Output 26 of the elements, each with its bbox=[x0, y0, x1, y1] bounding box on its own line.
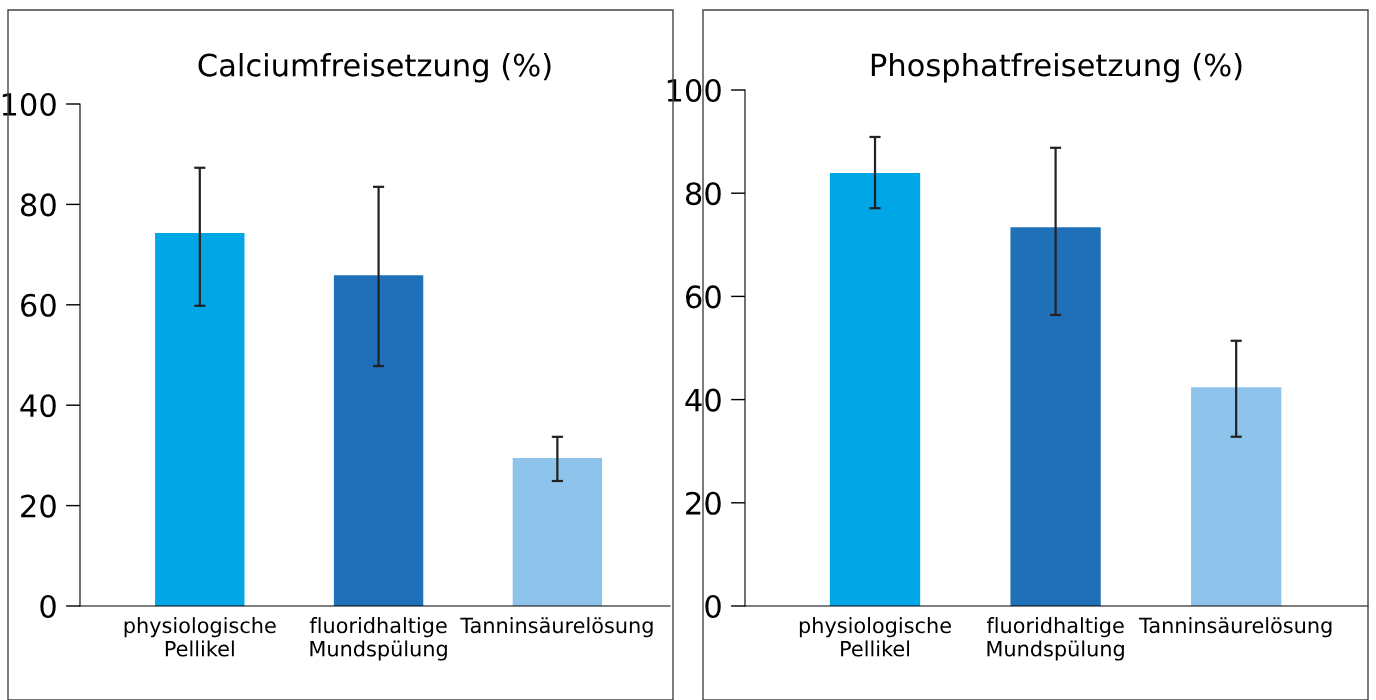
y-tick-label: 20 bbox=[686, 491, 721, 515]
y-tick-label: 60 bbox=[21, 293, 56, 317]
y-tick-label: 40 bbox=[685, 388, 721, 412]
bar bbox=[155, 233, 245, 606]
x-tick-label: physiologische Pellikel bbox=[799, 617, 951, 657]
y-tick-label: 80 bbox=[20, 193, 56, 217]
y-tick-label: 0 bbox=[705, 594, 721, 619]
bar bbox=[1010, 227, 1101, 606]
chart-title: Calciumfreisetzung (%) bbox=[198, 53, 551, 83]
x-tick-label: Tanninsäurelösung bbox=[460, 617, 653, 638]
x-tick-label: fluoridhaltige Mundspülung bbox=[309, 617, 447, 661]
y-tick-label: 80 bbox=[685, 182, 721, 206]
x-tick-label: physiologische Pellikel bbox=[124, 617, 276, 657]
y-tick-label: 60 bbox=[686, 285, 721, 309]
bar bbox=[333, 275, 424, 606]
x-tick-label: Tanninsäurelösung bbox=[1139, 617, 1332, 638]
bar bbox=[1191, 387, 1282, 606]
y-tick-label: 100 bbox=[2, 92, 56, 117]
y-tick-label: 100 bbox=[667, 78, 721, 103]
y-tick-label: 20 bbox=[21, 494, 56, 518]
bar bbox=[512, 457, 603, 606]
x-tick-label: fluoridhaltige Mundspülung bbox=[986, 617, 1124, 661]
y-tick-label: 0 bbox=[40, 594, 56, 619]
bar bbox=[829, 173, 921, 606]
chart-title: Phosphatfreisetzung (%) bbox=[871, 52, 1242, 83]
y-tick-label: 40 bbox=[20, 394, 56, 418]
